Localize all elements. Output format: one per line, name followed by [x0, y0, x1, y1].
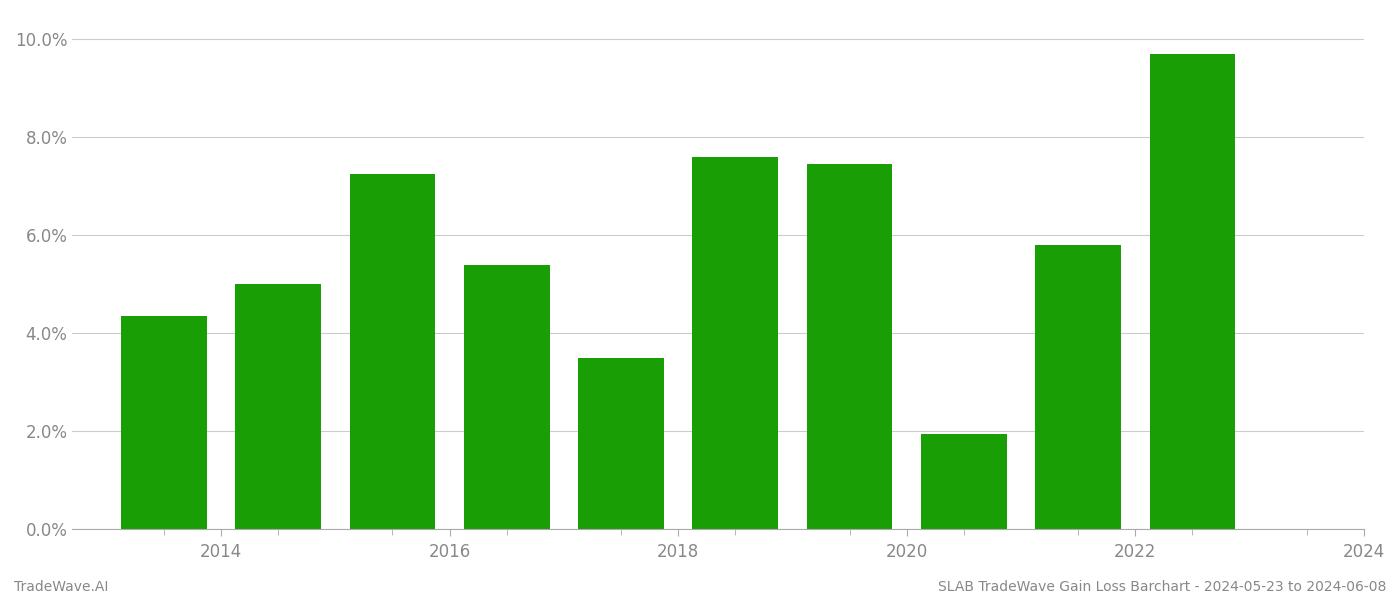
Bar: [463, 265, 550, 529]
Bar: [806, 164, 892, 529]
Bar: [235, 284, 321, 529]
Bar: [350, 174, 435, 529]
Bar: [1149, 54, 1235, 529]
Bar: [693, 157, 778, 529]
Bar: [120, 316, 207, 529]
Text: SLAB TradeWave Gain Loss Barchart - 2024-05-23 to 2024-06-08: SLAB TradeWave Gain Loss Barchart - 2024…: [938, 580, 1386, 594]
Text: TradeWave.AI: TradeWave.AI: [14, 580, 108, 594]
Bar: [578, 358, 664, 529]
Bar: [921, 434, 1007, 529]
Bar: [1035, 245, 1121, 529]
